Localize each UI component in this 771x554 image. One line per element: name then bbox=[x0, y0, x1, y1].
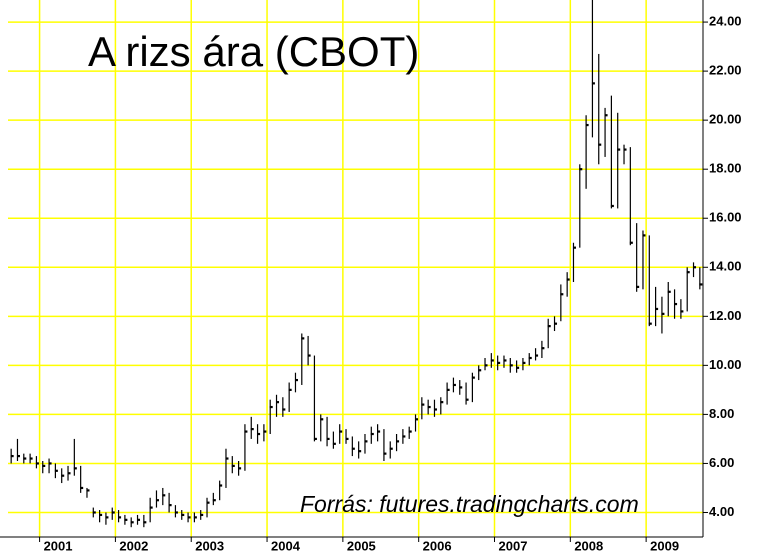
y-tick-label: 4.00 bbox=[709, 504, 734, 519]
bars bbox=[10, 0, 703, 528]
y-tick-label: 12.00 bbox=[709, 308, 742, 323]
grid bbox=[8, 0, 703, 537]
y-tick-label: 10.00 bbox=[709, 357, 742, 372]
y-tick-label: 22.00 bbox=[709, 63, 742, 78]
x-tick-label: 2005 bbox=[347, 538, 376, 553]
y-tick-label: 8.00 bbox=[709, 406, 734, 421]
x-tick-label: 2001 bbox=[44, 538, 73, 553]
y-tick-label: 24.00 bbox=[709, 14, 742, 29]
source-note: Forrás: futures.tradingcharts.com bbox=[300, 491, 639, 517]
x-tick-label: 2004 bbox=[271, 538, 301, 553]
chart-title: A rizs ára (CBOT) bbox=[88, 28, 419, 75]
y-tick-label: 18.00 bbox=[709, 161, 742, 176]
y-tick-label: 14.00 bbox=[709, 259, 742, 274]
x-tick-label: 2008 bbox=[574, 538, 603, 553]
y-tick-label: 16.00 bbox=[709, 210, 742, 225]
x-tick-label: 2002 bbox=[119, 538, 148, 553]
y-tick-label: 20.00 bbox=[709, 112, 742, 127]
x-tick-label: 2003 bbox=[195, 538, 224, 553]
x-tick-label: 2009 bbox=[650, 538, 679, 553]
y-tick-label: 6.00 bbox=[709, 455, 734, 470]
x-tick-label: 2007 bbox=[499, 538, 528, 553]
x-tick-label: 2006 bbox=[423, 538, 452, 553]
